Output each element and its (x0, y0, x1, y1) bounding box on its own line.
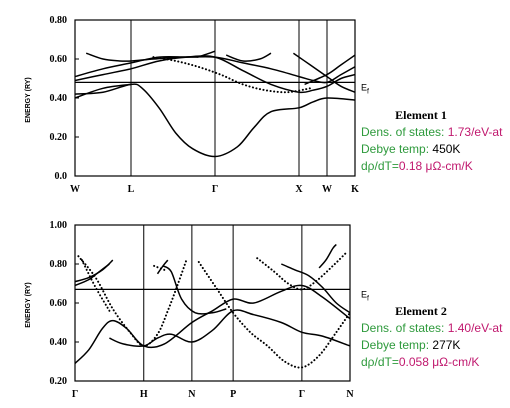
y-axis-label: ENERGY (RY) (25, 77, 32, 123)
y-tick-label: 0.40 (50, 337, 68, 348)
dotted-band-12 (153, 264, 166, 271)
x-tick-label: K (351, 184, 359, 195)
band-6 (318, 243, 337, 269)
element-2-title: Element 2 (395, 304, 447, 318)
plot-frame (74, 224, 351, 382)
y-tick-label: 0.80 (50, 15, 68, 26)
debye-label: Debye temp: (361, 338, 430, 352)
dos-value: 1.73/eV-at (447, 125, 503, 139)
band-7 (156, 259, 169, 275)
band-2 (75, 284, 350, 364)
band-5 (292, 52, 355, 93)
dotted-band-9 (152, 56, 312, 94)
fermi-level-label: Ef (361, 82, 369, 95)
x-tick-label: P (230, 389, 236, 400)
x-tick-label: H (140, 389, 148, 400)
band-0 (75, 259, 114, 283)
x-tick-label: W (70, 184, 80, 195)
y-tick-label: 0.80 (50, 259, 68, 270)
y-axis-label: ENERGY (RY) (25, 282, 32, 328)
y-tick-label: 0.40 (50, 93, 68, 104)
y-tick-label: 0.20 (50, 376, 68, 387)
dotted-band-9 (80, 259, 111, 312)
x-tick-label: N (188, 389, 196, 400)
x-tick-label: L (128, 184, 135, 195)
dos-label: Dens. of states: (361, 125, 445, 139)
element-2-drho: dρ/dT=0.058 μΩ-cm/K (361, 354, 502, 371)
band-3 (109, 309, 350, 347)
dotted-band-10 (197, 261, 350, 369)
dos-label: Dens. of states: (361, 321, 445, 335)
x-tick-label: Γ (72, 389, 78, 400)
band-6 (304, 54, 355, 86)
band-1 (75, 263, 110, 287)
band-8 (75, 83, 132, 99)
element-2-debye: Debye temp: 277K (361, 337, 502, 354)
element-2-info: Element 2 Dens. of states: 1.40/eV-at De… (361, 303, 502, 371)
band-4 (225, 52, 272, 62)
band-0 (75, 55, 355, 94)
drho-value: 0.058 μΩ-cm/K (398, 355, 480, 369)
band-3 (197, 50, 216, 58)
x-tick-label: N (346, 389, 354, 400)
drho-label: dρ/dT= (361, 159, 399, 173)
chart-element-2: 1.00 0.80 0.60 0.40 0.20 ENERGY (RY) Γ H N P Γ N Ef (25, 220, 369, 400)
band-4 (162, 265, 227, 315)
x-tick-label: W (322, 184, 332, 195)
x-tick-label: X (295, 184, 303, 195)
debye-label: Debye temp: (361, 142, 430, 156)
band-2 (85, 52, 199, 62)
y-tick-label: 0.60 (50, 298, 68, 309)
y-tick-label: 0.60 (50, 54, 68, 65)
drho-value: 0.18 μΩ-cm/K (398, 159, 473, 173)
x-tick-label: Γ (212, 184, 218, 195)
y-tick-label: 1.00 (50, 220, 68, 231)
element-1-info: Element 1 Dens. of states: 1.73/eV-at De… (361, 107, 502, 175)
dos-value: 1.40/eV-at (447, 321, 503, 335)
band-5 (280, 263, 350, 314)
band-1 (75, 55, 355, 84)
dotted-band-11 (256, 251, 348, 291)
dotted-band-8 (77, 255, 188, 347)
element-1-title: Element 1 (395, 108, 447, 122)
element-1-drho: dρ/dT=0.18 μΩ-cm/K (361, 158, 502, 175)
band-7 (75, 83, 355, 158)
y-tick-label: 0.20 (50, 132, 68, 143)
fermi-level-label: Ef (361, 289, 369, 302)
chart-element-1: 0.80 0.60 0.40 0.20 0.0 ENERGY (RY) W L Γ X W K Ef (25, 15, 369, 195)
x-tick-label: Γ (299, 389, 305, 400)
element-1-debye: Debye temp: 450K (361, 141, 502, 158)
drho-label: dρ/dT= (361, 355, 399, 369)
element-1-dos: Dens. of states: 1.73/eV-at (361, 124, 502, 141)
debye-value: 277K (432, 338, 461, 352)
element-2-dos: Dens. of states: 1.40/eV-at (361, 320, 502, 337)
debye-value: 450K (432, 142, 461, 156)
y-tick-label: 0.0 (55, 171, 68, 182)
